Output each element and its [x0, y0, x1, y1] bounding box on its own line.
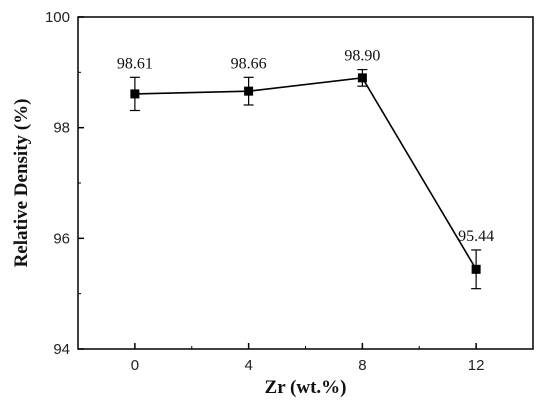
- data-point: [244, 86, 254, 96]
- x-axis: 0 4 8 12: [131, 343, 485, 374]
- data-point: [357, 73, 367, 83]
- data-label: 98.90: [344, 48, 380, 65]
- data-label: 95.44: [458, 228, 494, 245]
- x-tick-label: 8: [358, 357, 366, 374]
- y-tick-label: 94: [53, 341, 70, 358]
- data-point: [130, 89, 140, 99]
- data-point: [471, 264, 481, 274]
- x-tick-label: 4: [244, 357, 252, 374]
- x-tick-label: 0: [131, 357, 139, 374]
- y-tick-label: 98: [53, 120, 70, 137]
- y-axis-title: Relative Density (%): [11, 99, 32, 268]
- y-tick-label: 100: [45, 9, 70, 26]
- y-axis: 94 96 98 100: [45, 9, 84, 358]
- data-label: 98.61: [117, 55, 153, 72]
- series-layer: 98.61 98.66 98.90 95.44: [117, 48, 494, 290]
- data-label: 98.66: [231, 55, 267, 72]
- x-axis-title: Zr (wt.%): [265, 377, 347, 398]
- x-tick-label: 12: [468, 357, 485, 374]
- y-tick-label: 96: [53, 230, 70, 247]
- series-line: [134, 77, 477, 270]
